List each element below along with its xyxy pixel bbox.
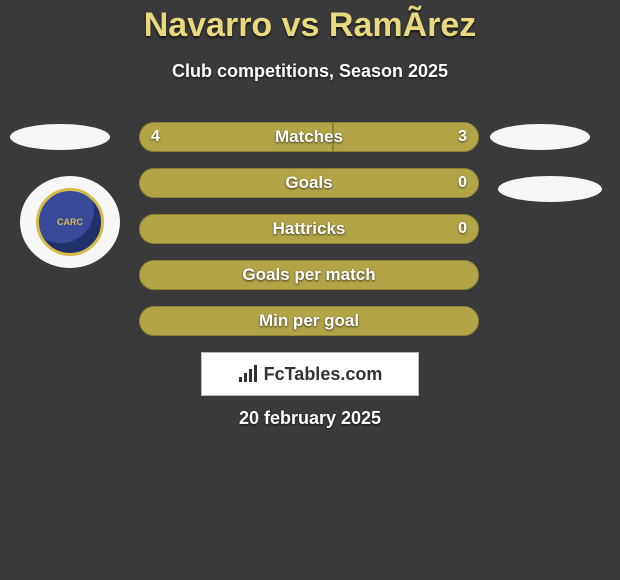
stat-value-right: 0 [458,214,467,244]
stat-bar-left [139,260,479,290]
stat-bar-left [139,168,479,198]
subtitle: Club competitions, Season 2025 [0,61,620,82]
player-left-oval [10,124,110,150]
player-right-oval-1 [490,124,590,150]
stat-bar-left [139,122,333,152]
stat-row: 43Matches [139,122,479,152]
stat-row: 0Goals [139,168,479,198]
stat-row: Goals per match [139,260,479,290]
player-left-club-badge: CARC [20,176,120,268]
stat-bar-left [139,306,479,336]
stat-row: 0Hattricks [139,214,479,244]
stat-bar-left [139,214,479,244]
comparison-infographic: Navarro vs RamÃ­rez Club competitions, S… [0,0,620,580]
stat-value-left: 4 [151,122,160,152]
stat-value-right: 0 [458,168,467,198]
bar-chart-icon [238,365,258,383]
player-right-oval-2 [498,176,602,202]
page-title: Navarro vs RamÃ­rez [0,0,620,45]
club-badge-inner: CARC [36,188,104,256]
fctables-watermark: FcTables.com [201,352,419,396]
date-text: 20 february 2025 [0,408,620,429]
stat-value-right: 3 [458,122,467,152]
fctables-text: FcTables.com [264,364,383,385]
stat-row: Min per goal [139,306,479,336]
stat-rows: 43Matches0Goals0HattricksGoals per match… [139,122,479,352]
club-badge-text: CARC [57,217,83,227]
